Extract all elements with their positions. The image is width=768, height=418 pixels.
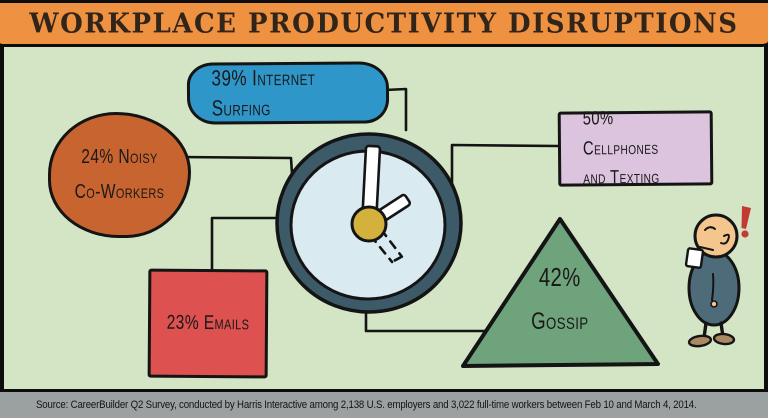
title-banner: WORKPLACE PRODUCTIVITY DISRUPTIONS [0, 0, 768, 47]
gossip-percent-text: 42% [539, 262, 581, 292]
callout-cellphones-line1: 50% Cellphones [582, 108, 659, 160]
callout-noisy-coworkers: 24% Noisy Co-Workers [48, 112, 191, 238]
callout-gossip-value: 42% [520, 260, 600, 295]
source-bar: Source: CareerBuilder Q2 Survey, conduct… [0, 389, 768, 418]
gossip-word-text: Gossip [531, 308, 589, 335]
callout-cellphones-line2: and Texting [583, 167, 660, 189]
callout-coworkers-label: 24% Noisy Co-Workers [75, 140, 165, 210]
callout-coworkers-line1: 24% Noisy [81, 146, 158, 168]
callout-cellphones-texting: 50% Cellphones and Texting [557, 109, 714, 189]
source-text: Source: CareerBuilder Q2 Survey, conduct… [36, 399, 697, 411]
callout-gossip-word: Gossip [495, 306, 625, 338]
callout-emails: 23% Emails [147, 268, 269, 379]
callout-coworkers-line2: Co-Workers [74, 181, 165, 203]
page-title: WORKPLACE PRODUCTIVITY DISRUPTIONS [29, 7, 739, 40]
callout-internet-surfing: 39% Internet Surfing [186, 61, 390, 125]
callout-internet-label: 39% Internet Surfing [211, 65, 316, 121]
callout-cellphones-label: 50% Cellphones and Texting [583, 104, 683, 193]
callout-emails-label: 23% Emails [166, 311, 250, 335]
